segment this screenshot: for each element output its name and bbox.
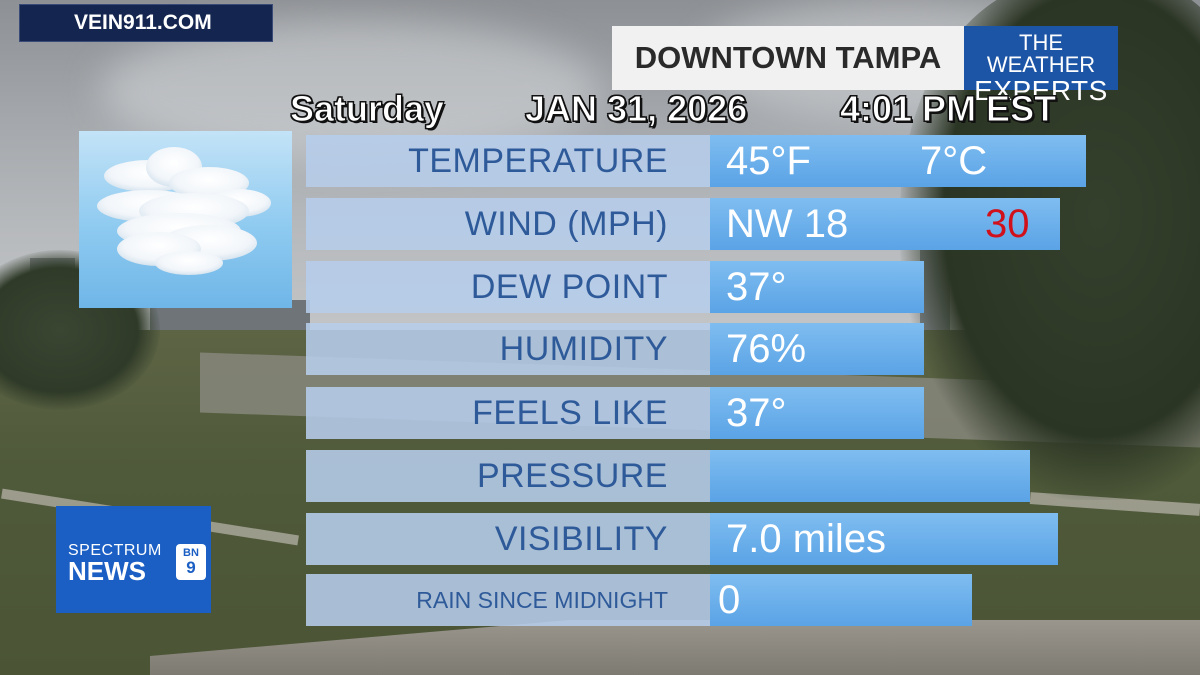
humidity-value: 76% [710, 323, 924, 375]
row-rain: RAIN SINCE MIDNIGHT 0 [306, 574, 972, 626]
row-pressure: PRESSURE [306, 450, 1030, 502]
dew-point-value: 37° [710, 261, 924, 313]
visibility-value: 7.0 miles [710, 513, 1058, 565]
humidity-label: HUMIDITY [306, 323, 710, 375]
location-title: DOWNTOWN TAMPA [612, 26, 964, 90]
rain-label: RAIN SINCE MIDNIGHT [306, 574, 710, 626]
date-label: JAN 31, 2026 [525, 88, 748, 130]
row-temperature: TEMPERATURE 45°F 7°C [306, 135, 1086, 187]
feels-like-value: 37° [710, 387, 924, 439]
rain-value: 0 [710, 574, 972, 626]
bn9-badge: BN 9 [176, 544, 206, 580]
wind-label: WIND (MPH) [306, 198, 710, 250]
wind-gust: 30 [985, 202, 1030, 246]
spectrum-news-logo: SPECTRUM NEWS BN 9 [56, 506, 211, 613]
row-wind: WIND (MPH) NW 18 30 [306, 198, 1060, 250]
temperature-f: 45°F [726, 139, 811, 183]
row-dew-point: DEW POINT 37° [306, 261, 926, 313]
logo-line1: SPECTRUM [68, 542, 162, 559]
date-time-bar: Saturday JAN 31, 2026 4:01 PM EST [290, 88, 1110, 136]
temperature-value: 45°F 7°C [710, 135, 1086, 187]
bn-bottom: 9 [186, 558, 196, 577]
wind-direction-speed: NW 18 [726, 202, 849, 246]
time-label: 4:01 PM EST [839, 88, 1057, 130]
row-feels-like: FEELS LIKE 37° [306, 387, 926, 439]
day-label: Saturday [290, 88, 445, 130]
temperature-label: TEMPERATURE [306, 135, 710, 187]
cloudy-icon [79, 131, 292, 308]
brand-line1: THE WEATHER [986, 30, 1096, 77]
row-humidity: HUMIDITY 76% [306, 323, 926, 375]
logo-line2: NEWS [68, 556, 146, 586]
wind-value: NW 18 30 [710, 198, 1060, 250]
brand-line2: EXPERTS [974, 75, 1108, 106]
pressure-label: PRESSURE [306, 450, 710, 502]
brand-logo: THE WEATHER EXPERTS [964, 26, 1118, 105]
feels-like-label: FEELS LIKE [306, 387, 710, 439]
dew-point-label: DEW POINT [306, 261, 710, 313]
row-visibility: VISIBILITY 7.0 miles [306, 513, 1058, 565]
visibility-label: VISIBILITY [306, 513, 710, 565]
pressure-value [710, 450, 1030, 502]
site-badge[interactable]: VEIN911.COM [19, 4, 273, 42]
temperature-c: 7°C [920, 139, 988, 183]
bn-top: BN [183, 547, 199, 559]
